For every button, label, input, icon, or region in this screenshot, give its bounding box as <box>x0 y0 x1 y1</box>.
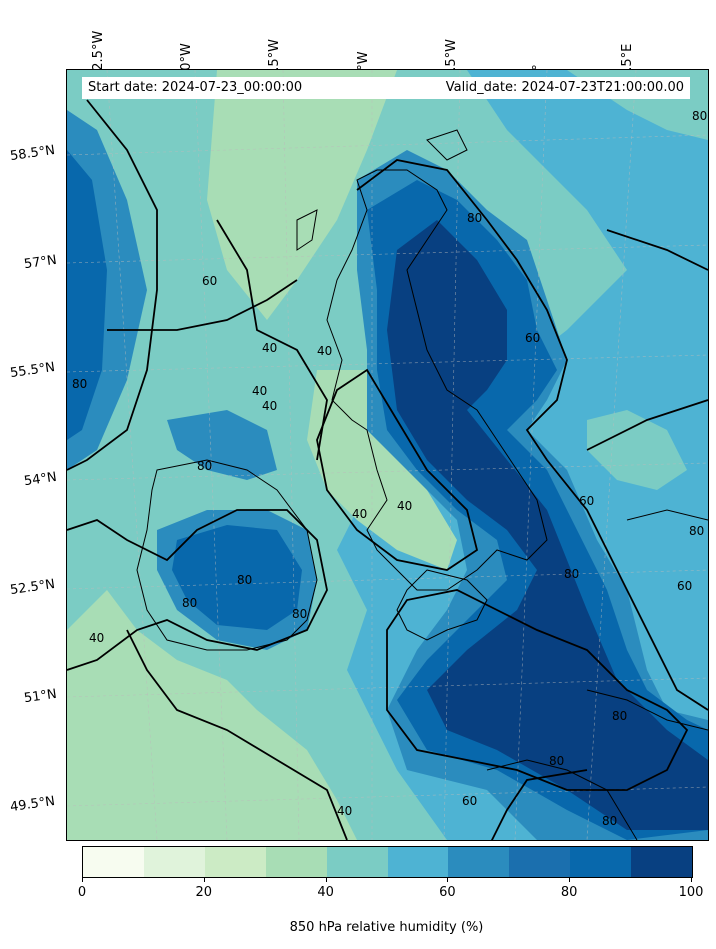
lat-label-57n: 57°N <box>23 252 58 273</box>
contour-label: 40 <box>352 507 367 521</box>
lat-label-55-5n: 55.5°N <box>9 359 56 382</box>
colorbar-segment <box>265 847 327 877</box>
humidity-fill-50-60-channel <box>587 410 687 490</box>
contour-label: 80 <box>467 211 482 225</box>
colorbar-tick-label: 60 <box>439 885 456 900</box>
colorbar-segment <box>448 847 510 877</box>
lat-label-52-5n: 52.5°N <box>9 576 56 599</box>
humidity-map: 60 80 40 40 80 80 40 40 60 80 80 60 40 8… <box>67 70 708 840</box>
contour-label: 60 <box>525 331 540 345</box>
graticule <box>67 70 708 840</box>
colorbar-segment <box>143 847 205 877</box>
contour-label: 80 <box>564 567 579 581</box>
contour-label: 80 <box>197 459 212 473</box>
contour-label: 40 <box>317 344 332 358</box>
lat-label-51n: 51°N <box>23 686 58 707</box>
colorbar-segment <box>570 847 632 877</box>
contour-label: 80 <box>549 754 564 768</box>
contour-label: 80 <box>182 596 197 610</box>
colorbar-segment <box>631 847 693 877</box>
colorbar-tick-label: 80 <box>560 885 578 900</box>
colorbar-segment <box>326 847 388 877</box>
colorbar-segment <box>509 847 571 877</box>
lat-label-58-5n: 58.5°N <box>9 142 56 165</box>
contour-label-group: 60 80 40 40 80 80 40 40 60 80 80 60 40 8… <box>72 109 707 828</box>
contour-lines <box>67 99 708 840</box>
contour-label: 40 <box>397 499 412 513</box>
colorbar-tick <box>569 877 571 882</box>
map-frame[interactable]: 60 80 40 40 80 80 40 40 60 80 80 60 40 8… <box>66 69 709 841</box>
contour-label: 40 <box>252 384 267 398</box>
contour-label: 80 <box>237 573 252 587</box>
contour-label: 40 <box>89 631 104 645</box>
colorbar-segment <box>83 847 144 877</box>
contour-label: 60 <box>462 794 477 808</box>
colorbar-segment <box>387 847 449 877</box>
humidity-fill-90-100-east <box>387 220 708 830</box>
humidity-fill-80-90-west <box>67 150 107 440</box>
contour-label: 60 <box>579 494 594 508</box>
humidity-fill-40-50-west <box>67 590 357 840</box>
contour-label: 40 <box>262 341 277 355</box>
colorbar-tick-label: 20 <box>195 885 213 900</box>
colorbar-tick <box>203 877 205 882</box>
contour-label: 60 <box>202 274 217 288</box>
valid-date-label: Valid_date: 2024-07-23T21:00:00.00 <box>445 80 684 95</box>
lat-label-49-5n: 49.5°N <box>9 793 56 816</box>
colorbar-tick-label: 0 <box>77 885 87 900</box>
header-bar: Start date: 2024-07-23_00:00:00 Valid_da… <box>82 77 690 99</box>
colorbar-segment <box>204 847 266 877</box>
colorbar-tick <box>82 877 83 882</box>
start-date-label: Start date: 2024-07-23_00:00:00 <box>88 80 303 95</box>
colorbar-tick <box>691 877 692 882</box>
contour-label: 80 <box>292 607 307 621</box>
humidity-fill-80-90-ireland <box>172 525 302 630</box>
colorbar-tick-label: 40 <box>317 885 334 900</box>
coastlines <box>136 129 708 840</box>
contour-label: 80 <box>72 377 87 391</box>
colorbar-tick <box>325 877 327 882</box>
colorbar <box>82 846 693 878</box>
humidity-fill-70-80-irish-north <box>167 410 277 480</box>
contour-label: 80 <box>612 709 627 723</box>
contour-label: 80 <box>689 524 704 538</box>
colorbar-tick <box>447 877 449 882</box>
contour-label: 80 <box>602 814 617 828</box>
colorbar-title: 850 hPa relative humidity (%) <box>289 920 484 935</box>
contour-label: 80 <box>692 109 707 123</box>
contour-label: 40 <box>337 804 352 818</box>
colorbar-tick-label: 100 <box>678 885 704 900</box>
humidity-fill-40-50-central <box>307 370 457 570</box>
lat-label-54n: 54°N <box>23 469 58 490</box>
contour-label: 60 <box>677 579 692 593</box>
contour-label: 40 <box>262 399 277 413</box>
